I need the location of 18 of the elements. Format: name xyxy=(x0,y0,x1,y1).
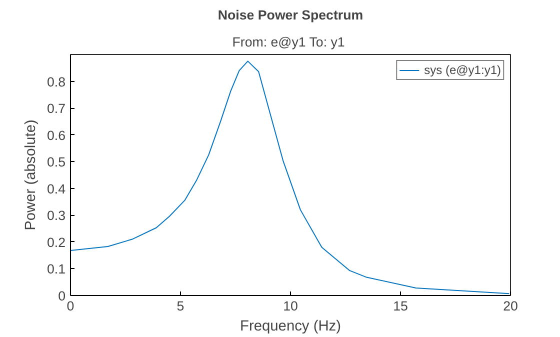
y-tick-label: 0 xyxy=(58,288,66,304)
y-tick-label: 0.1 xyxy=(46,262,66,277)
y-tick-label: 0.8 xyxy=(46,74,66,90)
x-tick-label: 20 xyxy=(503,298,518,314)
chart-subtitle: From: e@y1 To: y1 xyxy=(232,34,345,50)
y-tick-label: 0.7 xyxy=(46,101,66,116)
y-axis-title: Power (absolute) xyxy=(22,120,39,230)
x-tick-label: 10 xyxy=(283,298,298,314)
x-tick-label: 15 xyxy=(393,298,408,314)
y-tick-label: 0.5 xyxy=(46,154,66,170)
x-tick-label: 5 xyxy=(176,298,184,314)
chart-title: Noise Power Spectrum xyxy=(218,8,364,22)
y-tick-label: 0.6 xyxy=(46,128,66,143)
y-tick-label: 0.3 xyxy=(46,208,66,224)
y-tick-label: 0.2 xyxy=(46,234,66,250)
y-tick-label: 0.4 xyxy=(46,181,66,196)
legend-label: sys (e@y1:y1) xyxy=(424,63,501,77)
x-axis-title: Frequency (Hz) xyxy=(240,318,342,334)
